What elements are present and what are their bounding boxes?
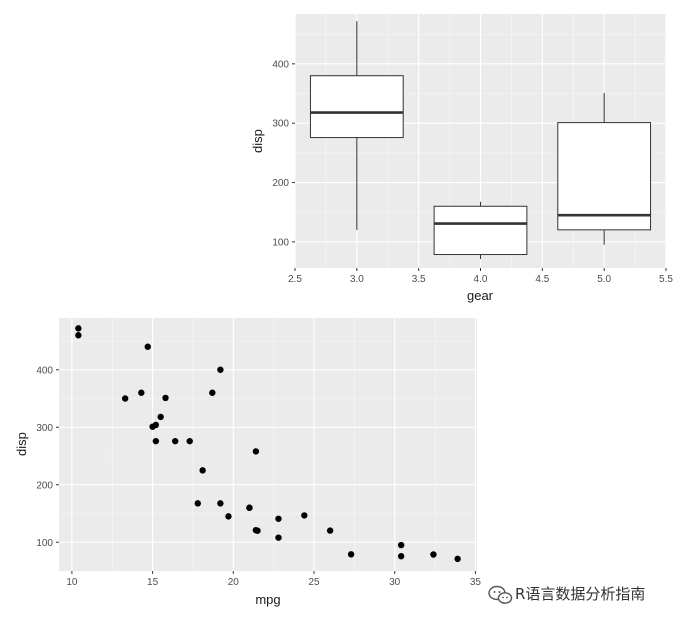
- scatter-point: [144, 343, 151, 350]
- scatter-point: [138, 389, 145, 396]
- x-tick-label: 2.5: [288, 274, 302, 285]
- box-group: [433, 201, 528, 260]
- x-tick-label: 25: [308, 577, 320, 588]
- scatter-point: [430, 551, 437, 558]
- boxplot-x-axis-title: gear: [467, 288, 494, 303]
- x-tick-label: 4.5: [535, 274, 549, 285]
- scatter-point: [454, 555, 461, 563]
- x-tick-label: 35: [470, 577, 482, 588]
- scatter-point: [217, 500, 224, 507]
- box: [433, 205, 528, 256]
- scatter-point: [162, 394, 169, 402]
- box: [309, 75, 404, 139]
- scatter-point: [217, 366, 224, 373]
- scatter-points: [75, 325, 461, 563]
- y-tick-label: 200: [36, 480, 53, 491]
- y-tick-label: 400: [272, 59, 289, 70]
- scatter-x-axis-title: mpg: [255, 592, 280, 607]
- scatter-point: [275, 515, 282, 522]
- scatter-point: [252, 526, 260, 534]
- scatter-point: [75, 332, 82, 339]
- box-group: [557, 92, 652, 245]
- scatter-axes: 10 15 20 25 30 35 100 200 300 400: [36, 365, 481, 588]
- scatter-chart: 10 15 20 25 30 35 100 200 300 400 mpg disp: [14, 318, 481, 607]
- box-group: [309, 21, 404, 230]
- scatter-point: [121, 395, 129, 402]
- scatter-point: [149, 423, 156, 430]
- scatter-point: [326, 527, 334, 534]
- boxplot-chart: 2.5 3.0 3.5 4.0 4.5 5.0 5.5 100 200 300 400 gear d…: [250, 14, 673, 303]
- y-tick-label: 100: [272, 237, 289, 248]
- x-tick-label: 10: [66, 577, 78, 588]
- scatter-point: [301, 512, 308, 519]
- scatter-point: [152, 437, 160, 445]
- scatter-gridlines: [59, 318, 477, 571]
- scatter-point: [275, 534, 282, 541]
- x-tick-label: 30: [389, 577, 401, 588]
- scatter-point: [194, 500, 201, 507]
- x-tick-label: 3.5: [412, 274, 426, 285]
- y-tick-label: 100: [36, 538, 53, 549]
- scatter-point: [209, 389, 216, 396]
- boxplot-marks: [309, 21, 652, 260]
- watermark: R语言数据分析指南: [488, 585, 645, 604]
- boxplot-axes: 2.5 3.0 3.5 4.0 4.5 5.0 5.5 100 200 300 400: [272, 59, 673, 285]
- scatter-point: [75, 325, 82, 332]
- scatter-point: [252, 448, 260, 455]
- scatter-y-axis-title: disp: [14, 432, 29, 456]
- y-tick-label: 300: [272, 119, 289, 130]
- scatter-panel: [59, 318, 477, 571]
- y-tick-label: 400: [36, 365, 53, 376]
- x-tick-label: 4.0: [474, 274, 488, 285]
- box: [557, 122, 652, 231]
- x-tick-label: 5.0: [597, 274, 611, 285]
- y-tick-label: 200: [272, 178, 289, 189]
- scatter-point: [225, 513, 232, 520]
- wechat-icon: [488, 585, 513, 604]
- watermark-text: R语言数据分析指南: [515, 585, 645, 603]
- boxplot-y-axis-title: disp: [250, 129, 265, 153]
- scatter-point: [397, 553, 405, 560]
- x-tick-label: 3.0: [350, 274, 364, 285]
- scatter-point: [157, 413, 164, 421]
- x-tick-label: 15: [147, 577, 159, 588]
- scatter-point: [186, 437, 193, 445]
- x-tick-label: 20: [228, 577, 240, 588]
- x-tick-label: 5.5: [659, 274, 673, 285]
- scatter-point: [246, 504, 253, 511]
- scatter-point: [397, 541, 405, 549]
- scatter-point: [172, 437, 179, 445]
- scatter-point: [199, 467, 206, 474]
- scatter-point: [347, 551, 355, 558]
- y-tick-label: 300: [36, 423, 53, 434]
